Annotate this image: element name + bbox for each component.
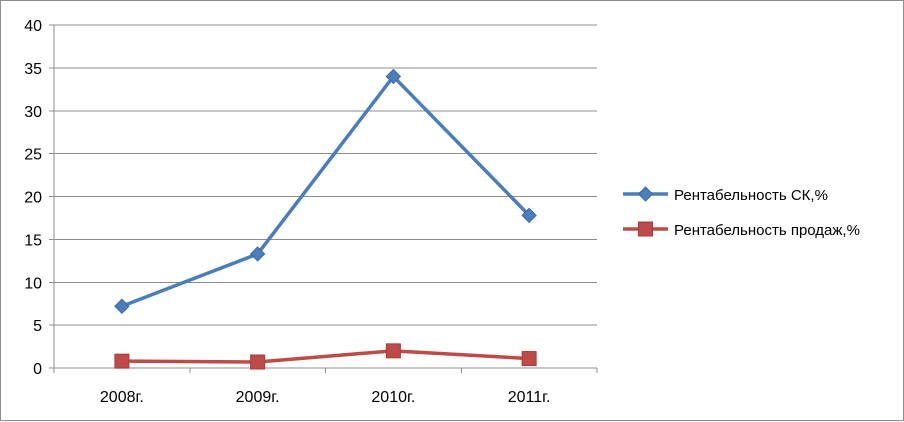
series-line — [121, 74, 531, 308]
legend-entry: Рентабельность СК,% — [623, 186, 828, 204]
data-point — [385, 343, 401, 359]
legend-entry: Рентабельность продаж,% — [623, 221, 860, 239]
y-tick-label: 30 — [24, 104, 42, 121]
legend-marker — [637, 186, 654, 202]
series-1 — [114, 68, 537, 314]
gridlines — [54, 24, 597, 326]
x-tick-label: 2008г. — [100, 389, 144, 406]
y-tick-label: 35 — [24, 61, 42, 78]
legend: Рентабельность СК,% Рентабельность продаж… — [623, 186, 860, 239]
data-point — [521, 207, 537, 224]
data-point — [385, 68, 402, 85]
y-tick-label: 5 — [33, 318, 42, 335]
y-tick-label: 25 — [24, 147, 42, 164]
series-line — [121, 349, 530, 364]
legend-marker — [638, 221, 653, 237]
data-point — [114, 298, 130, 314]
x-axis: 2008г. 2009г. 2010г. 2011г. — [53, 367, 598, 406]
y-tick-label: 15 — [24, 232, 42, 249]
y-tick-label: 10 — [24, 275, 42, 292]
x-tick-label: 2011г. — [508, 389, 551, 406]
x-tick-label: 2010г. — [371, 389, 415, 406]
series-layer — [114, 68, 537, 370]
data-point — [521, 351, 537, 367]
y-tick-label: 20 — [24, 190, 42, 207]
y-axis: 0 5 10 15 20 25 30 35 40 — [24, 18, 55, 378]
x-tick-label: 2009г. — [236, 389, 280, 406]
y-tick-label: 40 — [24, 18, 42, 35]
data-point — [250, 354, 266, 370]
data-point — [249, 246, 266, 262]
legend-label: Рентабельность продаж,% — [674, 222, 860, 239]
series-2 — [114, 343, 537, 370]
legend-label: Рентабельность СК,% — [674, 187, 828, 204]
y-tick-label: 0 — [33, 361, 42, 378]
data-point — [114, 353, 130, 369]
